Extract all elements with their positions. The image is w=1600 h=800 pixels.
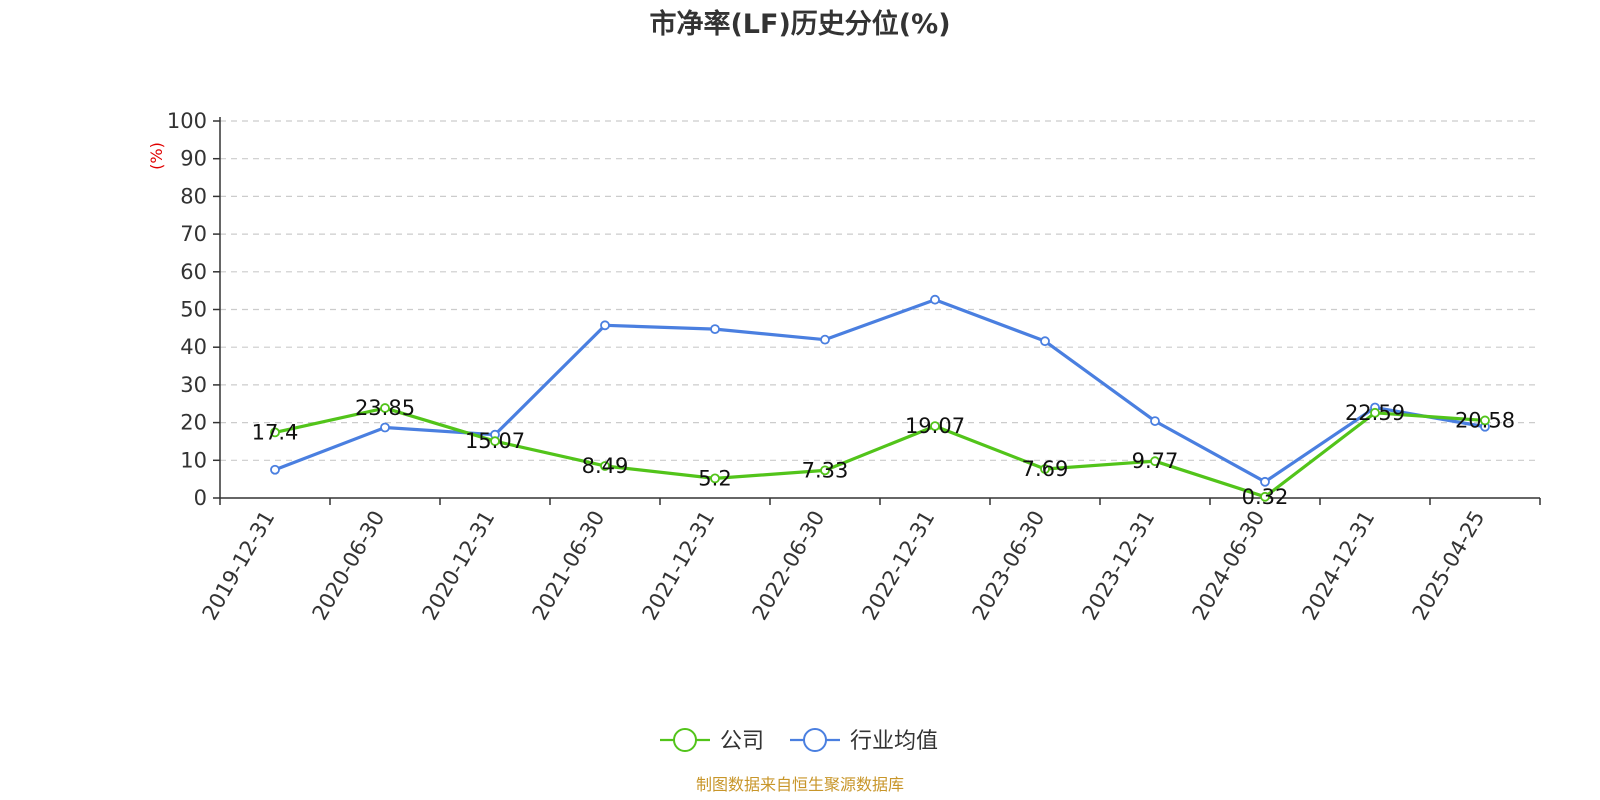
data-point [930,421,940,432]
y-tick-label: 80 [180,184,207,208]
legend-label: 公司 [720,729,764,754]
data-point [1370,407,1380,418]
data-label: 17.4 [252,420,299,444]
data-point [1040,464,1050,474]
legend-label: 行业均值 [850,729,938,754]
data-point [270,464,280,475]
data-point [600,461,610,471]
y-tick-label: 30 [180,373,207,397]
x-tick-label: 2020-12-31 [418,507,500,625]
x-tick-label: 2020-06-30 [308,507,390,625]
data-point [270,427,280,438]
data-labels: 17.4 23.85 15.07 8.49 5.2 7.33 19.07 7.69 9.77 0.… [252,396,1515,509]
data-point [380,403,390,413]
data-label: 23.85 [355,396,415,420]
x-tick-label: 2019-12-31 [198,507,280,625]
data-label: 22.59 [1345,401,1405,425]
data-point [1260,491,1270,502]
x-tick-label: 2023-12-31 [1078,507,1160,625]
legend-marker [803,728,827,752]
y-tick-label: 50 [180,298,207,322]
x-tick-label: 2021-06-30 [528,507,610,625]
data-point [820,465,830,476]
y-tick-label: 40 [180,335,207,359]
data-label: 15.07 [465,429,525,453]
x-tick-label: 2022-06-30 [748,507,830,625]
data-point [930,294,940,305]
data-point [1150,456,1160,467]
series-line [274,406,1486,499]
data-point [600,320,610,331]
data-point [710,473,720,484]
y-axis-label: (%) [147,142,166,170]
grid [220,120,1540,461]
axes: 0 10 20 30 40 50 60 70 80 90 100 2019-12-31 2020-06-… [167,109,1541,625]
data-point [710,324,720,335]
chart-title: 市净率(LF)历史分位(%) [649,8,950,40]
series-line [274,298,1486,484]
data-label: 19.07 [905,414,965,438]
x-tick-label: 2021-12-31 [638,507,720,625]
data-label: 20.58 [1455,408,1515,432]
source-note: 制图数据来自恒生聚源数据库 [696,775,904,794]
data-point [1480,415,1490,426]
data-point [380,422,390,433]
data-label: 7.69 [1022,457,1069,481]
x-tick-label: 2024-06-30 [1188,507,1270,625]
y-tick-label: 70 [180,222,207,246]
y-tick-label: 90 [180,147,207,171]
data-label: 9.77 [1132,449,1179,473]
legend: 公司 行业均值 [660,728,938,754]
data-point [1150,416,1160,426]
x-tick-label: 2022-12-31 [858,507,940,625]
data-point [490,436,500,447]
x-tick-label: 2023-06-30 [968,507,1050,625]
y-tick-label: 100 [167,109,207,133]
data-point [1260,476,1270,487]
y-tick-label: 20 [180,411,207,435]
data-point [820,334,830,345]
data-label: 8.49 [582,454,629,478]
series-layer [270,294,1490,502]
x-tick-label: 2025-04-25 [1408,507,1490,625]
x-tick-label: 2024-12-31 [1298,507,1380,625]
legend-marker [673,728,697,752]
data-point [1040,336,1050,347]
data-label: 0.32 [1242,485,1289,509]
data-label: 5.2 [698,466,731,490]
y-tick-label: 0 [194,486,207,510]
data-label: 7.33 [802,458,849,482]
y-tick-label: 60 [180,260,207,284]
y-tick-label: 10 [180,448,207,472]
